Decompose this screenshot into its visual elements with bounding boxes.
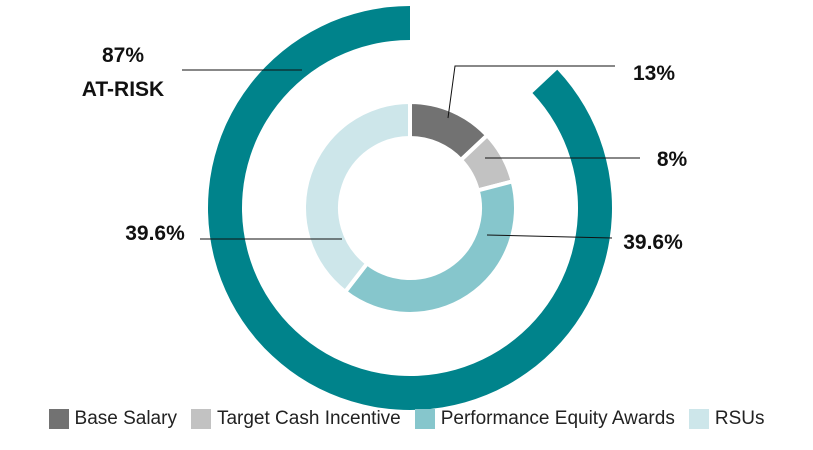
legend-item-base-salary: Base Salary [48, 408, 177, 430]
data-label-at-risk-text: AT-RISK [82, 78, 164, 101]
legend-item-target-cash-incentive: Target Cash Incentive [190, 408, 401, 430]
legend-swatch-performance-equity-awards [414, 409, 435, 429]
data-label-base-salary: 13% [633, 62, 675, 85]
outer-ring-segment-at-risk [207, 6, 612, 410]
data-label-target-cash-incentive: 8% [657, 148, 688, 171]
inner-ring-segment-rsus [302, 99, 412, 295]
inner-ring-segment-performance-equity-awards [342, 178, 518, 316]
data-label-performance-equity-awards: 39.6% [623, 231, 683, 254]
legend-swatch-target-cash-incentive [190, 409, 211, 429]
chart-legend: Base Salary Target Cash Incentive Perfor… [0, 408, 813, 430]
leader-line-performance-equity-awards [486, 234, 613, 239]
legend-label-rsus: RSUs [714, 408, 765, 429]
legend-label-performance-equity-awards: Performance Equity Awards [440, 408, 675, 429]
data-label-at-risk-percent: 87% [102, 44, 144, 67]
legend-label-target-cash-incentive: Target Cash Incentive [216, 408, 401, 429]
legend-item-performance-equity-awards: Performance Equity Awards [414, 408, 675, 430]
legend-label-base-salary: Base Salary [74, 408, 177, 429]
leader-line-base-salary [447, 65, 615, 119]
data-label-rsus: 39.6% [125, 222, 185, 245]
legend-swatch-base-salary [48, 409, 69, 429]
legend-swatch-rsus [688, 409, 709, 429]
legend-item-rsus: RSUs [688, 408, 765, 430]
